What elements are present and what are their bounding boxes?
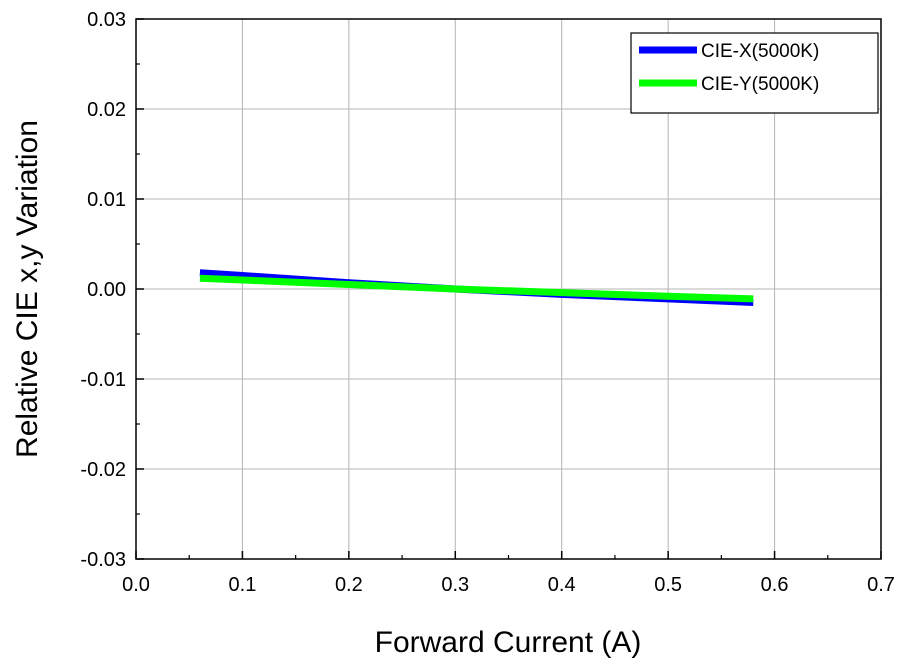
y-tick-label: -0.01: [80, 369, 126, 391]
x-tick-label: 0.1: [229, 574, 257, 596]
legend-label-2: CIE-Y(5000K): [701, 74, 819, 95]
y-tick-labels: -0.03 -0.02 -0.01 0.00 0.01 0.02 0.03: [80, 9, 126, 571]
x-tick-label: 0.6: [761, 574, 789, 596]
y-tick-label: -0.03: [80, 549, 126, 571]
x-tick-labels: 0.0 0.1 0.2 0.3 0.4 0.5 0.6 0.7: [122, 574, 895, 596]
y-tick-label: 0.00: [87, 279, 126, 301]
series-line-2: [199, 274, 754, 303]
x-tick-label: 0.2: [335, 574, 363, 596]
series-lines: [199, 269, 754, 306]
x-tick-label: 0.0: [122, 574, 150, 596]
x-tick-label: 0.4: [548, 574, 576, 596]
legend: CIE-X(5000K) CIE-Y(5000K): [630, 32, 879, 114]
legend-label-1: CIE-X(5000K): [701, 41, 819, 62]
legend-box: [630, 32, 879, 114]
y-axis-title: Relative CIE x,y Variation: [11, 120, 44, 458]
y-tick-label: 0.03: [87, 9, 126, 31]
y-tick-label: 0.01: [87, 189, 126, 211]
x-tick-label: 0.5: [654, 574, 682, 596]
x-tick-label: 0.3: [441, 574, 469, 596]
y-tick-label: 0.02: [87, 99, 126, 121]
y-tick-label: -0.02: [80, 459, 126, 481]
x-tick-label: 0.7: [867, 574, 895, 596]
x-axis-title: Forward Current (A): [375, 626, 642, 659]
axis-ticks: [135, 18, 882, 560]
